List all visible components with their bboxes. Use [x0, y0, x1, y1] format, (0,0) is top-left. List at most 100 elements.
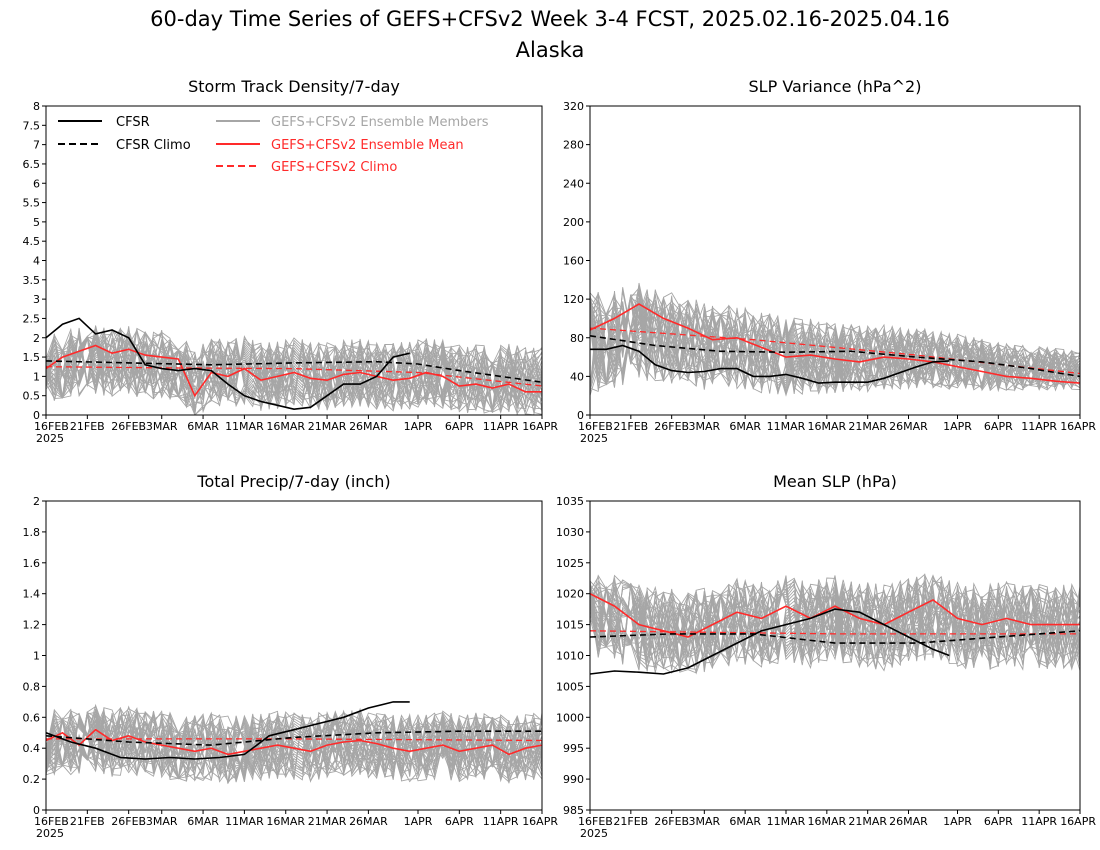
ensemble-member-line [590, 295, 1080, 395]
y-tick-label: 2 [33, 332, 40, 345]
panel-total-precip: Total Precip/7-day (inch)00.20.40.60.811… [23, 472, 559, 840]
y-tick-label: 1020 [556, 588, 584, 601]
y-tick-label: 280 [563, 139, 584, 152]
ensemble-member-line [46, 331, 542, 414]
y-tick-label: 4 [33, 255, 40, 268]
ensemble-member-line [46, 713, 542, 781]
ensemble-member-line [46, 326, 542, 410]
ensemble-member-line [46, 710, 542, 782]
ensemble-member-line [590, 294, 1080, 390]
y-tick-label: 1.4 [23, 588, 41, 601]
legend: CFSR CFSR Climo GEFS+CFSv2 Ensemble Memb… [58, 115, 489, 175]
x-tick-label: 6MAR [729, 815, 761, 828]
ensemble-member-line [46, 337, 542, 413]
panel-title: Total Precip/7-day (inch) [196, 472, 390, 491]
y-tick-label: 1 [33, 370, 40, 383]
ensemble-member-line [590, 292, 1080, 392]
ensemble-member-line [590, 293, 1080, 393]
series-gefs-cfsv2-climo [590, 327, 1080, 375]
y-tick-label: 3.5 [23, 274, 41, 287]
series-gefs-cfsv2-ensemble-mean [46, 728, 542, 756]
ensemble-member-line [46, 327, 542, 411]
ensemble-member-line [46, 331, 542, 413]
x-tick-label: 16MAR [808, 420, 847, 433]
ensemble-member-line [590, 578, 1080, 672]
ensemble-member-line [590, 575, 1080, 671]
ensemble-member-line [590, 289, 1080, 390]
x-year-label: 2025 [580, 432, 608, 445]
y-tick-label: 200 [563, 216, 584, 229]
x-tick-label: 6APR [445, 815, 474, 828]
x-tick-label: 3MAR [146, 420, 178, 433]
ensemble-member-line [46, 710, 542, 783]
series-cfsr-climo [46, 360, 542, 383]
x-tick-label: 26FEB [111, 815, 146, 828]
y-tick-label: 990 [563, 773, 584, 786]
ensemble-member-line [590, 289, 1080, 391]
y-tick-label: 3 [33, 293, 40, 306]
x-tick-label: 11APR [1021, 815, 1057, 828]
y-tick-label: 1015 [556, 619, 584, 632]
figure-subtitle: Alaska [516, 38, 585, 62]
legend-label-cfsr-climo: CFSR Climo [116, 138, 191, 153]
ensemble-member-line [590, 581, 1080, 670]
y-tick-label: 0 [33, 409, 40, 422]
ensemble-members [46, 703, 542, 785]
x-tick-label: 1APR [943, 420, 972, 433]
ensemble-member-line [46, 338, 542, 412]
y-tick-label: 995 [563, 742, 584, 755]
x-tick-label: 16FEB [34, 420, 69, 433]
x-tick-label: 16MAR [266, 815, 305, 828]
y-tick-label: 1.2 [23, 619, 41, 632]
y-tick-label: 0 [577, 409, 584, 422]
ensemble-member-line [590, 298, 1080, 393]
y-tick-label: 1030 [556, 526, 584, 539]
ensemble-member-line [590, 581, 1080, 668]
y-tick-label: 7 [33, 139, 40, 152]
y-tick-label: 0.6 [23, 711, 41, 724]
series-gefs-cfsv2-climo [590, 630, 1080, 635]
series-cfsr-climo [46, 730, 542, 746]
panel-slp-variance: SLP Variance (hPa^2) 0 40 80 120 160 200 240 280… [563, 77, 1096, 445]
x-year-label: 2025 [36, 827, 64, 840]
y-tick-label: 1025 [556, 557, 584, 570]
x-tick-label: 11APR [483, 420, 519, 433]
y-tick-label: 5 [33, 216, 40, 229]
series-cfsr [590, 344, 950, 384]
ensemble-member-line [46, 327, 542, 410]
ensemble-member-line [46, 707, 542, 782]
x-tick-label: 21MAR [848, 815, 887, 828]
x-tick-label: 11MAR [225, 815, 264, 828]
ensemble-member-line [590, 579, 1080, 674]
y-tick-label: 1.6 [23, 557, 41, 570]
legend-label-climo: GEFS+CFSv2 Climo [271, 160, 397, 175]
series-gefs-cfsv2-ensemble-mean [46, 344, 542, 398]
y-tick-label: 4.5 [23, 235, 41, 248]
y-tick-label: 1 [33, 650, 40, 663]
panel-title: Storm Track Density/7-day [188, 77, 400, 96]
ensemble-member-line [46, 339, 542, 413]
legend-label-mean: GEFS+CFSv2 Ensemble Mean [271, 138, 464, 153]
x-tick-label: 1APR [404, 815, 433, 828]
y-tick-label: 240 [563, 177, 584, 190]
ensemble-member-line [46, 712, 542, 783]
ensemble-member-line [46, 332, 542, 413]
panel-storm-track-density: Storm Track Density/7-day 0 0.5 1 1.5 2 2.5 3 3.… [23, 77, 559, 445]
y-tick-label: 7.5 [23, 119, 41, 132]
series-cfsr-climo [590, 335, 1080, 378]
panel-title: Mean SLP (hPa) [773, 472, 897, 491]
ensemble-member-line [46, 713, 542, 779]
x-tick-label: 21FEB [70, 420, 105, 433]
x-tick-label: 16FEB [578, 815, 613, 828]
ensemble-member-line [46, 335, 542, 415]
ensemble-member-line [46, 708, 542, 784]
x-tick-label: 26FEB [111, 420, 146, 433]
x-tick-label: 11APR [1021, 420, 1057, 433]
ensemble-member-line [46, 707, 542, 785]
x-tick-label: 1APR [943, 815, 972, 828]
x-tick-label: 16MAR [266, 420, 305, 433]
ensemble-member-line [46, 333, 542, 413]
y-tick-label: 0.4 [23, 742, 41, 755]
x-tick-label: 26MAR [889, 815, 928, 828]
ensemble-member-line [590, 581, 1080, 666]
